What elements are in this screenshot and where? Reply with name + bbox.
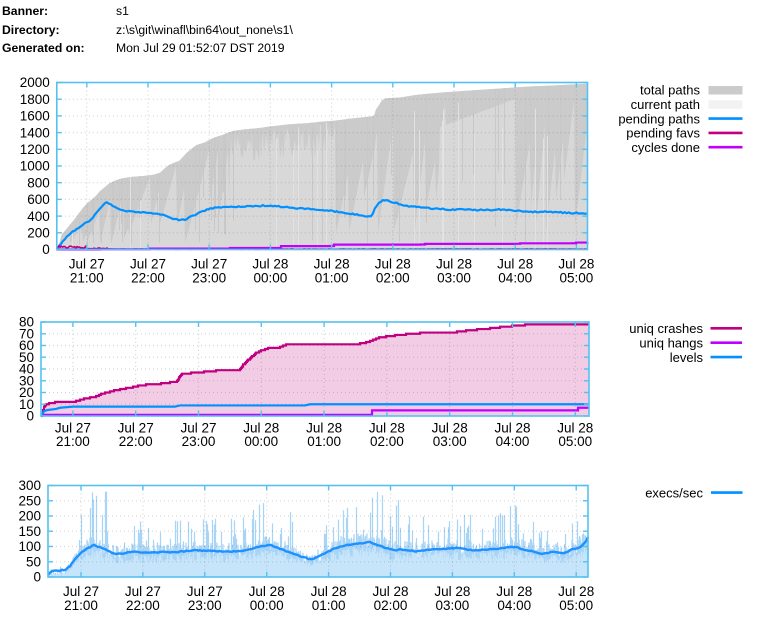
svg-text:1600: 1600 <box>20 109 50 124</box>
svg-text:70: 70 <box>19 326 34 341</box>
svg-text:250: 250 <box>18 493 41 508</box>
svg-text:Jul 27: Jul 27 <box>69 257 105 272</box>
svg-text:05:00: 05:00 <box>560 271 594 286</box>
svg-text:400: 400 <box>27 209 50 224</box>
svg-text:Jul 28: Jul 28 <box>432 421 468 436</box>
svg-text:00:00: 00:00 <box>254 271 288 286</box>
svg-text:Jul 28: Jul 28 <box>314 257 350 272</box>
svg-text:Jul 28: Jul 28 <box>372 584 408 599</box>
svg-text:22:00: 22:00 <box>131 271 165 286</box>
svg-text:1200: 1200 <box>20 142 50 157</box>
svg-text:50: 50 <box>19 350 34 365</box>
svg-text:Jul 28: Jul 28 <box>497 257 533 272</box>
svg-text:02:00: 02:00 <box>374 598 408 613</box>
svg-text:02:00: 02:00 <box>370 434 404 449</box>
svg-text:04:00: 04:00 <box>496 434 530 449</box>
svg-text:21:00: 21:00 <box>64 598 98 613</box>
svg-text:Jul 27: Jul 27 <box>118 421 154 436</box>
svg-text:Jul 28: Jul 28 <box>375 257 411 272</box>
svg-text:cycles done: cycles done <box>631 140 700 155</box>
svg-text:01:00: 01:00 <box>312 598 346 613</box>
svg-text:200: 200 <box>18 509 41 524</box>
svg-text:800: 800 <box>27 175 50 190</box>
svg-text:Jul 28: Jul 28 <box>252 257 288 272</box>
svg-text:Jul 27: Jul 27 <box>63 584 99 599</box>
svg-text:0: 0 <box>42 242 50 257</box>
svg-text:21:00: 21:00 <box>56 434 90 449</box>
svg-text:23:00: 23:00 <box>192 271 226 286</box>
svg-text:uniq crashes: uniq crashes <box>629 321 703 336</box>
svg-text:pending favs: pending favs <box>626 126 700 141</box>
svg-text:04:00: 04:00 <box>498 271 532 286</box>
svg-text:00:00: 00:00 <box>244 434 278 449</box>
svg-text:22:00: 22:00 <box>119 434 153 449</box>
svg-text:Jul 28: Jul 28 <box>249 584 285 599</box>
svg-text:Jul 28: Jul 28 <box>436 257 472 272</box>
svg-text:21:00: 21:00 <box>70 271 104 286</box>
svg-text:Jul 28: Jul 28 <box>311 584 347 599</box>
svg-text:100: 100 <box>18 539 41 554</box>
svg-text:23:00: 23:00 <box>188 598 222 613</box>
svg-text:1800: 1800 <box>20 92 50 107</box>
svg-text:23:00: 23:00 <box>182 434 216 449</box>
svg-text:Jul 28: Jul 28 <box>558 584 594 599</box>
svg-text:02:00: 02:00 <box>376 271 410 286</box>
svg-text:Jul 28: Jul 28 <box>369 421 405 436</box>
svg-text:0: 0 <box>26 409 34 424</box>
svg-text:200: 200 <box>27 226 50 241</box>
svg-text:300: 300 <box>18 478 41 493</box>
svg-text:03:00: 03:00 <box>436 598 470 613</box>
svg-text:Jul 27: Jul 27 <box>191 257 227 272</box>
svg-text:0: 0 <box>33 570 41 585</box>
svg-text:00:00: 00:00 <box>250 598 284 613</box>
svg-text:40: 40 <box>19 362 34 377</box>
svg-text:Jul 28: Jul 28 <box>558 257 594 272</box>
svg-text:80: 80 <box>19 315 34 330</box>
svg-text:levels: levels <box>670 350 704 365</box>
svg-text:150: 150 <box>18 524 41 539</box>
svg-text:04:00: 04:00 <box>497 598 531 613</box>
svg-text:05:00: 05:00 <box>559 598 593 613</box>
svg-text:Jul 27: Jul 27 <box>55 421 91 436</box>
svg-text:05:00: 05:00 <box>558 434 592 449</box>
svg-text:03:00: 03:00 <box>433 434 467 449</box>
svg-text:03:00: 03:00 <box>437 271 471 286</box>
svg-text:10: 10 <box>19 397 34 412</box>
svg-text:Jul 28: Jul 28 <box>496 584 532 599</box>
svg-text:Jul 28: Jul 28 <box>557 421 593 436</box>
svg-text:1000: 1000 <box>20 159 50 174</box>
svg-text:uniq hangs: uniq hangs <box>639 335 703 350</box>
svg-text:current path: current path <box>631 97 700 112</box>
svg-text:20: 20 <box>19 385 34 400</box>
svg-text:pending paths: pending paths <box>618 111 700 126</box>
svg-text:600: 600 <box>27 192 50 207</box>
svg-text:22:00: 22:00 <box>126 598 160 613</box>
svg-text:Jul 27: Jul 27 <box>187 584 223 599</box>
svg-text:01:00: 01:00 <box>307 434 341 449</box>
svg-text:Jul 28: Jul 28 <box>494 421 530 436</box>
svg-text:Jul 27: Jul 27 <box>125 584 161 599</box>
svg-text:Jul 27: Jul 27 <box>180 421 216 436</box>
svg-text:Jul 27: Jul 27 <box>130 257 166 272</box>
svg-text:1400: 1400 <box>20 125 50 140</box>
svg-text:Jul 28: Jul 28 <box>306 421 342 436</box>
svg-text:2000: 2000 <box>20 75 50 90</box>
svg-text:total paths: total paths <box>640 83 700 98</box>
svg-text:30: 30 <box>19 373 34 388</box>
svg-text:Jul 28: Jul 28 <box>434 584 470 599</box>
svg-text:60: 60 <box>19 338 34 353</box>
svg-text:50: 50 <box>26 555 41 570</box>
svg-text:Jul 28: Jul 28 <box>243 421 279 436</box>
svg-text:execs/sec: execs/sec <box>645 485 703 500</box>
svg-text:01:00: 01:00 <box>315 271 349 286</box>
